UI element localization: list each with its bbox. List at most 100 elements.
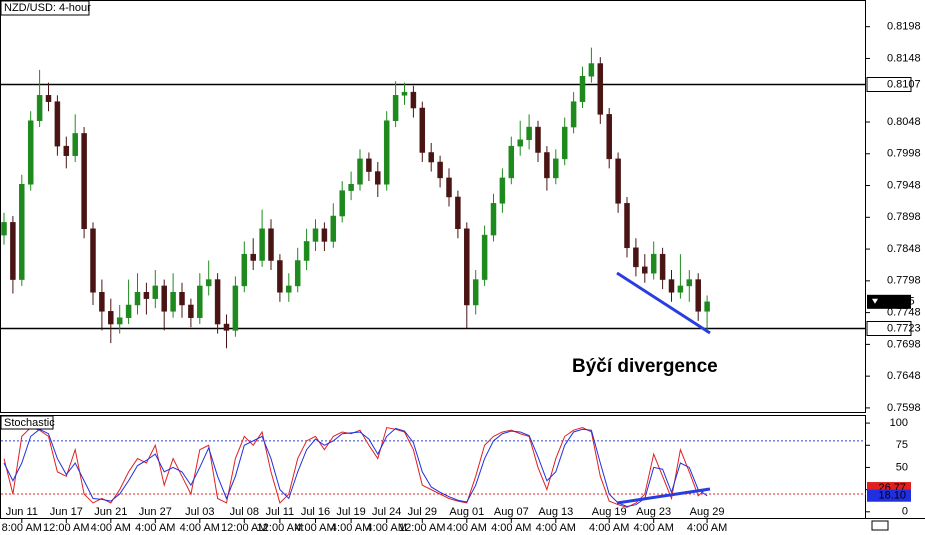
candle-body <box>90 228 96 293</box>
candle-body <box>419 107 426 153</box>
y-tick-label: 100 <box>890 417 908 429</box>
candle-body <box>152 285 159 299</box>
price-frame <box>0 0 866 413</box>
candle-body <box>303 241 310 261</box>
candle-body <box>437 161 443 179</box>
x-tick-label: 4:00 AM <box>367 522 407 534</box>
scroll-icon[interactable] <box>871 520 889 531</box>
x-tick-label: 4:00 AM <box>491 522 531 534</box>
candle-body <box>330 215 337 242</box>
y-tick-label: 0.7748 <box>887 307 921 319</box>
candle-body <box>1 222 7 236</box>
candle-body <box>232 285 239 331</box>
level-label-box <box>866 77 912 93</box>
x-tick-label: Jun 21 <box>94 506 127 518</box>
candle-body <box>668 279 675 293</box>
x-tick-label: Aug 19 <box>592 506 627 518</box>
x-tick-label: Aug 07 <box>494 506 529 518</box>
x-tick-label: Aug 01 <box>449 506 484 518</box>
x-tick-label: 4:00 AM <box>91 522 131 534</box>
candle-body <box>517 139 523 147</box>
candle-body <box>99 292 105 312</box>
candle-body <box>268 228 274 261</box>
x-tick-label: 4:00 AM <box>295 522 335 534</box>
candle-body <box>410 91 417 109</box>
candle-body <box>188 304 194 318</box>
candle-body <box>704 301 710 312</box>
x-tick-label: 12:00 AM <box>257 522 303 534</box>
candle-body <box>490 203 497 236</box>
x-tick-label: 12:00 AM <box>221 522 267 534</box>
candle-body <box>553 158 559 179</box>
candle-body <box>72 133 78 156</box>
candle-body <box>606 114 612 160</box>
candle-body <box>392 95 399 121</box>
x-tick-label: Jul 19 <box>336 506 365 518</box>
level-label-box <box>866 320 912 336</box>
candle-body <box>695 279 701 312</box>
candle-body <box>321 228 328 242</box>
x-tick-label: Jul 29 <box>408 506 437 518</box>
x-tick-label: Jul 03 <box>185 506 214 518</box>
x-tick-label: 12:00 AM <box>43 522 89 534</box>
x-tick-label: 4:00 AM <box>331 522 371 534</box>
candle-body <box>348 184 354 191</box>
candle-body <box>259 228 265 261</box>
x-tick-label: Jun 27 <box>139 506 172 518</box>
candle-body <box>205 279 212 287</box>
candle-body <box>357 158 363 185</box>
y-tick-label: 0.7898 <box>887 211 921 223</box>
candle-body <box>241 253 248 287</box>
candle-body <box>570 101 577 128</box>
x-tick-label: Jul 11 <box>266 506 295 518</box>
title-box <box>0 0 90 16</box>
x-tick-label: 4:00 AM <box>447 522 487 534</box>
candle-body <box>401 91 408 96</box>
candle-body <box>633 247 639 268</box>
candle-body <box>312 228 319 242</box>
candle-body <box>10 222 16 280</box>
y-tick-label: 0.7998 <box>887 148 921 160</box>
candle-body <box>45 95 52 102</box>
candle-body <box>597 63 604 115</box>
candle-body <box>197 285 203 318</box>
stochastic-frame <box>0 415 866 519</box>
last-price-box <box>867 294 911 309</box>
y-tick-label: 0.7698 <box>887 338 921 350</box>
candle-body <box>650 253 657 274</box>
y-tick-label: 0.7648 <box>887 370 921 382</box>
annotation: Býčí divergence <box>572 356 718 377</box>
candle-body <box>428 152 434 163</box>
candle-body <box>223 323 230 331</box>
stochastic-trendline <box>616 487 711 505</box>
x-tick-label: 4:00 AM <box>687 522 727 534</box>
candle-body <box>27 120 34 185</box>
candle-body <box>36 95 43 121</box>
candle-body <box>464 228 470 306</box>
candle-body <box>508 145 515 179</box>
candle-body <box>446 177 452 198</box>
candle-body <box>455 196 461 229</box>
chart-title: NZD/USD: 4-hour <box>4 2 91 14</box>
candle-body <box>294 260 301 287</box>
candle-body <box>383 120 390 185</box>
x-tick-label: 12:00 AM <box>399 522 445 534</box>
candle-body <box>286 285 292 293</box>
stochastic-line <box>3 427 708 507</box>
candle-body <box>615 158 621 204</box>
candle-body <box>81 133 87 229</box>
plot: 0.8198 0.8148 0.8048 0.7998 0.7948 0.7898 0.78… <box>1 21 921 534</box>
candle-body <box>544 152 550 179</box>
candle-body <box>472 279 479 306</box>
candle-body <box>366 158 372 172</box>
candle-body <box>686 279 693 287</box>
candle-body <box>170 292 176 312</box>
candle-body <box>642 266 648 274</box>
candle-body <box>588 63 595 77</box>
y-tick-label: 75 <box>896 439 908 451</box>
candle-body <box>499 177 506 204</box>
x-tick-label: Jul 16 <box>301 506 330 518</box>
stochastic-title-box <box>0 415 54 430</box>
